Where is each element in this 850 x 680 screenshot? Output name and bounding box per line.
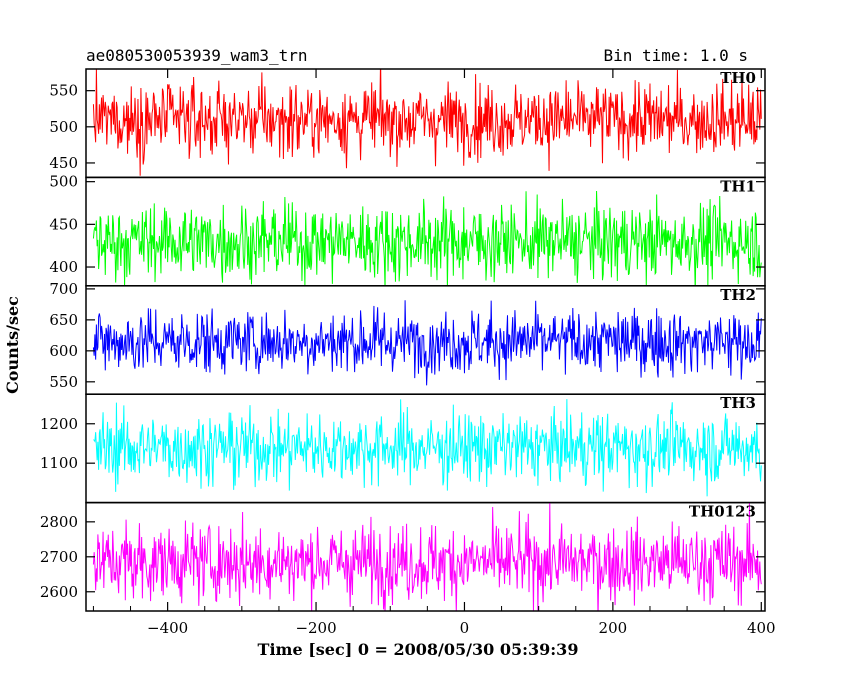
series-line-th0123 bbox=[92, 502, 762, 612]
y-tick-label: 1200 bbox=[40, 415, 78, 433]
y-tick-label: 450 bbox=[49, 154, 78, 172]
y-tick-label: 500 bbox=[49, 173, 78, 191]
x-tick-label: 400 bbox=[747, 619, 776, 637]
panel-th0: 450 500 550 TH0 bbox=[49, 68, 766, 179]
panel-label: TH1 bbox=[720, 177, 756, 195]
y-tick-label: 550 bbox=[49, 373, 78, 391]
x-tick-label: 0 bbox=[460, 619, 470, 637]
panel-th3: 1100 1200 TH3 bbox=[40, 393, 766, 504]
x-tick-label: −400 bbox=[147, 619, 188, 637]
panel-label: TH2 bbox=[720, 286, 756, 304]
y-axis-title: Counts/sec bbox=[3, 296, 22, 394]
x-axis: −400 −200 0 200 400 bbox=[92, 69, 776, 637]
y-tick-label: 2800 bbox=[40, 513, 78, 531]
y-tick-label: 1100 bbox=[40, 454, 78, 472]
y-tick-label: 700 bbox=[49, 280, 78, 298]
x-axis-title: Time [sec] 0 = 2008/05/30 05:39:39 bbox=[258, 640, 579, 659]
panel-th2: 550 600 650 700 TH2 bbox=[49, 280, 766, 395]
y-tick-label: 400 bbox=[49, 258, 78, 276]
y-tick-label: 450 bbox=[49, 215, 78, 233]
panel-frame bbox=[85, 176, 766, 287]
series-line-th1 bbox=[92, 191, 762, 286]
x-tick-label: −200 bbox=[295, 619, 336, 637]
series-line-th2 bbox=[92, 300, 762, 386]
panel-label: TH0 bbox=[720, 69, 756, 87]
panel-th1: 400 450 500 TH1 bbox=[49, 173, 766, 287]
panel-label: TH3 bbox=[720, 394, 756, 412]
panel-th0123: 2600 2700 2800 TH0123 bbox=[40, 501, 766, 612]
chart-title: ae080530053939_wam3_trn bbox=[86, 46, 308, 65]
series-line-th3 bbox=[93, 399, 762, 497]
bin-time-label: Bin time: 1.0 s bbox=[604, 46, 749, 65]
y-tick-label: 600 bbox=[49, 342, 78, 360]
y-tick-label: 500 bbox=[49, 118, 78, 136]
panel-label: TH0123 bbox=[689, 503, 756, 521]
y-tick-label: 2600 bbox=[40, 583, 78, 601]
y-tick-label: 550 bbox=[49, 82, 78, 100]
y-tick-label: 650 bbox=[49, 311, 78, 329]
series-line-th0 bbox=[92, 69, 762, 176]
x-tick-label: 200 bbox=[599, 619, 628, 637]
y-tick-label: 2700 bbox=[40, 548, 78, 566]
